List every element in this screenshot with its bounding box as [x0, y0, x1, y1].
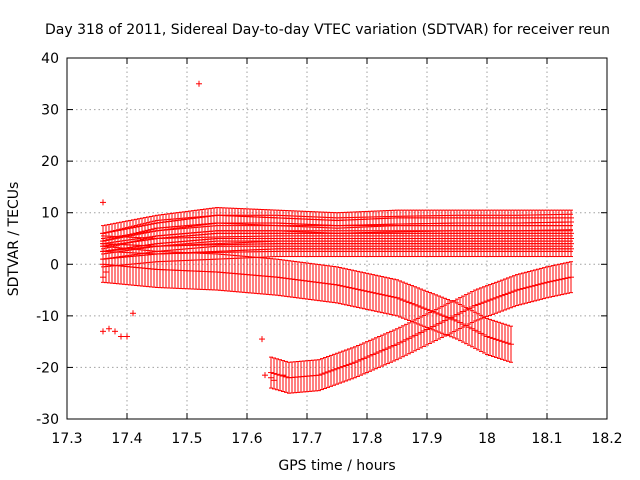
x-tick-label: 18.1	[531, 431, 562, 447]
x-tick-label: 18.2	[591, 431, 622, 447]
x-tick-label: 17.4	[111, 431, 142, 447]
y-tick-label: 10	[41, 206, 59, 222]
plot-frame	[66, 57, 608, 420]
x-tick-label: 17.9	[411, 431, 442, 447]
x-tick-label: 17.7	[291, 431, 322, 447]
axes: 17.3 17.4 17.5 17.6 17.7 17.8 17.9 18 18.1 18.2 -3…	[36, 51, 622, 447]
x-tick-label: 17.8	[351, 431, 382, 447]
chart-title: Day 318 of 2011, Sidereal Day-to-day VTE…	[45, 22, 610, 38]
y-tick-label: 0	[50, 257, 59, 273]
series-decreasing	[100, 245, 514, 363]
series-increasing	[268, 261, 574, 394]
y-tick-label: -10	[36, 309, 59, 325]
x-tick-label: 17.5	[171, 431, 202, 447]
y-tick-label: 30	[41, 103, 59, 119]
y-tick-label: -30	[36, 412, 59, 428]
y-tick-label: 20	[41, 154, 59, 170]
series-band-3	[100, 240, 574, 268]
x-tick-label: 18	[478, 431, 496, 447]
plot-area	[100, 80, 574, 394]
y-tick-label: 40	[41, 51, 59, 67]
x-tick-label: 17.3	[51, 431, 82, 447]
y-axis-label: SDTVAR / TECUs	[6, 182, 22, 297]
x-axis-label: GPS time / hours	[278, 458, 395, 474]
x-tick-label: 17.6	[231, 431, 262, 447]
y-tick-label: -20	[36, 360, 59, 376]
series-outliers	[100, 80, 286, 384]
